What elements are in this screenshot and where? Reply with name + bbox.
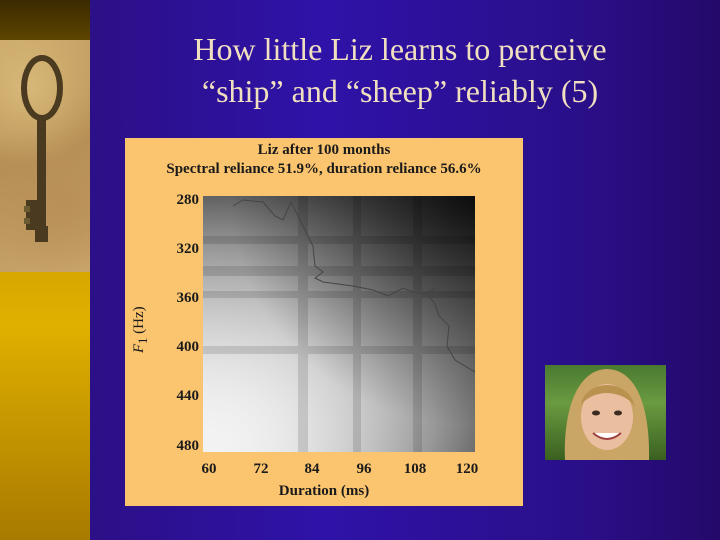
y-axis-label-unit: (Hz) [131,306,147,338]
y-tick-label: 440 [176,388,200,404]
slide-title-line-2: “ship” and “sheep” reliably (5) [201,73,599,109]
y-axis-label-var: F [131,343,147,353]
figure-subtitle: Spectral reliance 51.9%, duration relian… [166,161,482,177]
x-tick-label: 120 [455,461,479,477]
heatmap-graphic [203,196,475,452]
liz-portrait-image [545,365,666,460]
x-tick-label: 60 [201,461,217,477]
y-tick-label: 320 [176,241,200,257]
slide-title: How little Liz learns to perceive “ship”… [130,28,670,112]
antique-key-image [0,40,90,272]
y-tick-label: 280 [176,192,200,208]
x-tick-label: 108 [403,461,427,477]
x-tick-label: 72 [253,461,269,477]
y-tick-label: 480 [176,438,200,454]
y-tick-label: 360 [176,290,200,306]
y-axis-label: F1 (Hz) [131,306,151,353]
y-tick-label: 400 [176,339,200,355]
key-icon [21,55,63,242]
figure-title: Liz after 100 months [257,142,391,158]
y-axis-label-sub: 1 [136,337,150,344]
slide-title-line-1: How little Liz learns to perceive [193,31,607,67]
portrait-icon [564,369,650,460]
heatmap-figure: Liz after 100 months Spectral reliance 5… [125,138,523,506]
x-axis-label: Duration (ms) [278,483,370,499]
x-tick-label: 96 [356,461,372,477]
heatmap-plot-area [203,196,475,452]
x-tick-label: 84 [304,461,320,477]
